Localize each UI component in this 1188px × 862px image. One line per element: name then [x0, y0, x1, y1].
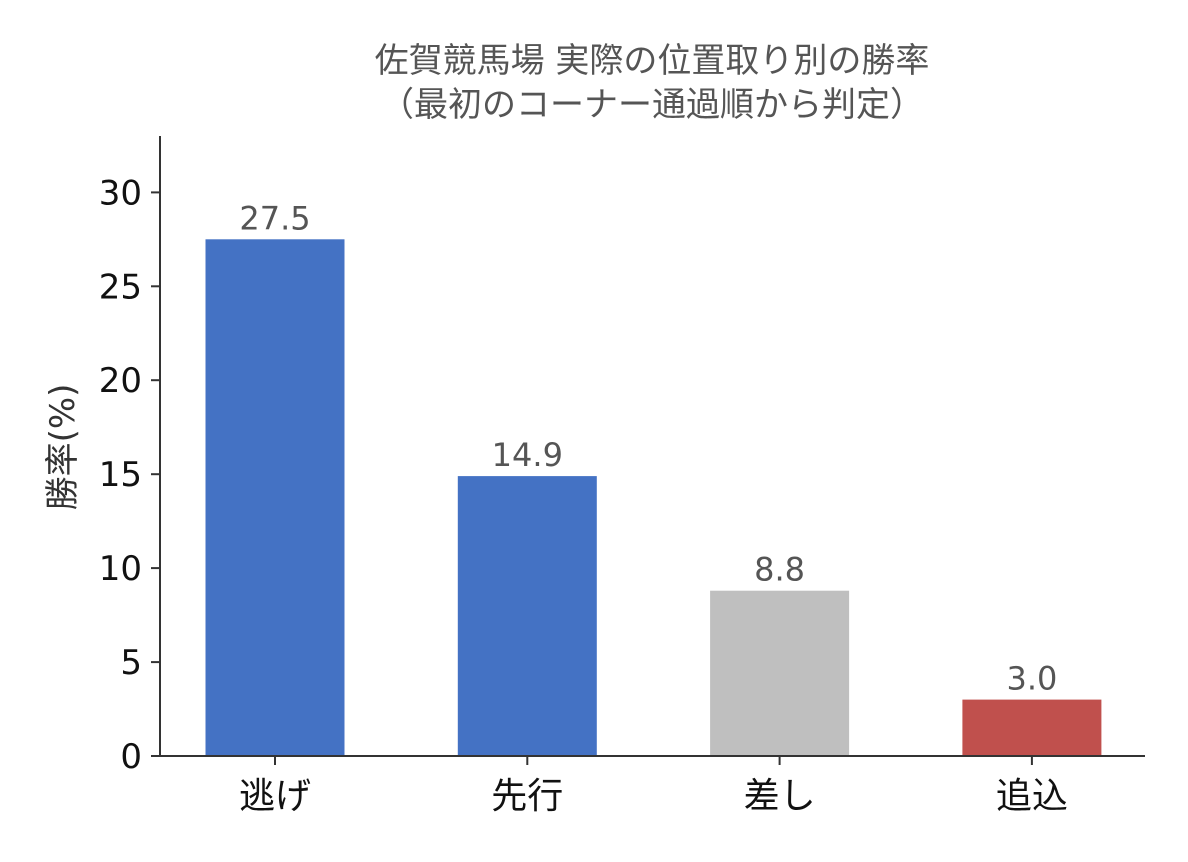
value-label-2: 14.9	[492, 436, 563, 474]
x-tick-label-4: 追込	[996, 776, 1068, 817]
x-axis-ticks: 逃げ 先行 差し 追込	[239, 756, 1068, 817]
bar-1	[205, 239, 345, 757]
bar-4	[962, 699, 1102, 756]
x-tick-label-2: 先行	[491, 776, 563, 817]
bars-layer	[205, 239, 1102, 757]
value-labels-layer: 27.5 14.9 8.8 3.0	[239, 199, 1057, 697]
value-label-1: 27.5	[239, 199, 310, 237]
y-axis-title: 勝率(%)	[43, 384, 83, 511]
chart-title: 佐賀競馬場 実際の位置取り別の勝率 （最初のコーナー通過順から判定）	[375, 41, 930, 125]
y-tick-label-20: 20	[99, 361, 142, 401]
x-tick-label-3: 差し	[744, 776, 816, 817]
y-tick-label-25: 25	[99, 267, 142, 307]
bar-2	[457, 476, 597, 756]
y-tick-label-15: 15	[99, 455, 142, 495]
value-label-3: 8.8	[754, 551, 805, 589]
x-tick-label-1: 逃げ	[239, 776, 311, 817]
y-tick-label-0: 0	[120, 737, 142, 777]
chart-title-line-1: 佐賀競馬場 実際の位置取り別の勝率	[375, 41, 930, 81]
y-tick-label-5: 5	[120, 643, 142, 683]
y-tick-label-10: 10	[99, 549, 142, 589]
chart-title-line-2: （最初のコーナー通過順から判定）	[380, 85, 924, 125]
bar-3	[710, 590, 850, 756]
y-axis-ticks: 0 5 10 15 20 25 30	[99, 173, 160, 777]
y-tick-label-30: 30	[99, 173, 142, 213]
value-label-4: 3.0	[1006, 660, 1057, 698]
